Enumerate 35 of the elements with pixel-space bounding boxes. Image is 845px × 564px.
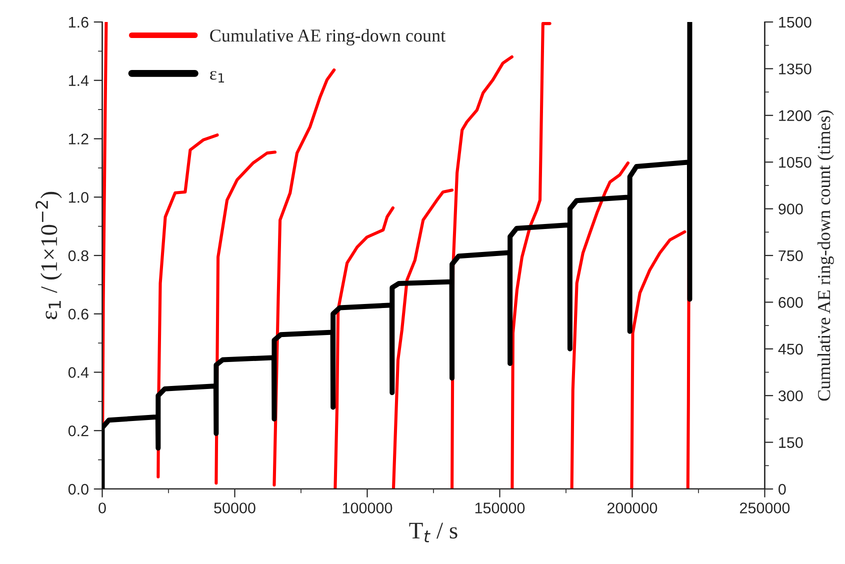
x-tick-label: 150000	[475, 502, 525, 514]
y2-tick-label: 1050	[779, 156, 812, 168]
y2-tick-label: 150	[779, 437, 803, 448]
y-tick-label: 1.6	[68, 16, 88, 28]
y-tick-label: 0.4	[68, 367, 89, 378]
x-tick-label: 50000	[214, 502, 256, 514]
x-tick-label: 100000	[342, 502, 392, 514]
line-series	[570, 162, 630, 489]
y-tick-label: 0.6	[68, 308, 88, 320]
line-series	[334, 206, 394, 489]
y2-tick-label: 0	[778, 484, 786, 495]
y-tick-label: 0.2	[68, 425, 88, 436]
y2-tick-label: 1500	[779, 16, 812, 28]
y2-tick-label: 750	[778, 250, 803, 262]
y-tick-label: 1.0	[68, 192, 88, 203]
y2-axis-title: Cumulative AE ring-down count (times)	[817, 110, 834, 401]
legend-label: ε$_{1}$	[210, 71, 224, 83]
y2-tick-label: 600	[778, 297, 803, 308]
y-axis-title: ε$_{1}$ / (1×10$^{−2}$)	[36, 192, 62, 320]
y-tick-label: 0.0	[68, 484, 88, 495]
y-tick-label: 1.4	[68, 75, 89, 86]
y2-tick-label: 300	[778, 390, 803, 402]
line-series	[630, 230, 686, 489]
x-axis-title: T$_{t}$ / s	[409, 522, 458, 542]
y2-tick-label: 900	[778, 204, 803, 214]
y2-tick-label: 1350	[779, 64, 812, 74]
y-tick-label: 0.8	[68, 250, 88, 262]
x-tick-label: 0	[98, 502, 106, 514]
x-tick-label: 250000	[740, 502, 790, 514]
y2-tick-label: 450	[778, 344, 803, 355]
legend-label: Cumulative AE ring-down count	[210, 29, 446, 46]
y-tick-label: 1.2	[68, 134, 88, 144]
y2-tick-label: 1200	[779, 110, 812, 122]
line-series	[510, 22, 552, 489]
x-tick-label: 200000	[608, 502, 658, 514]
